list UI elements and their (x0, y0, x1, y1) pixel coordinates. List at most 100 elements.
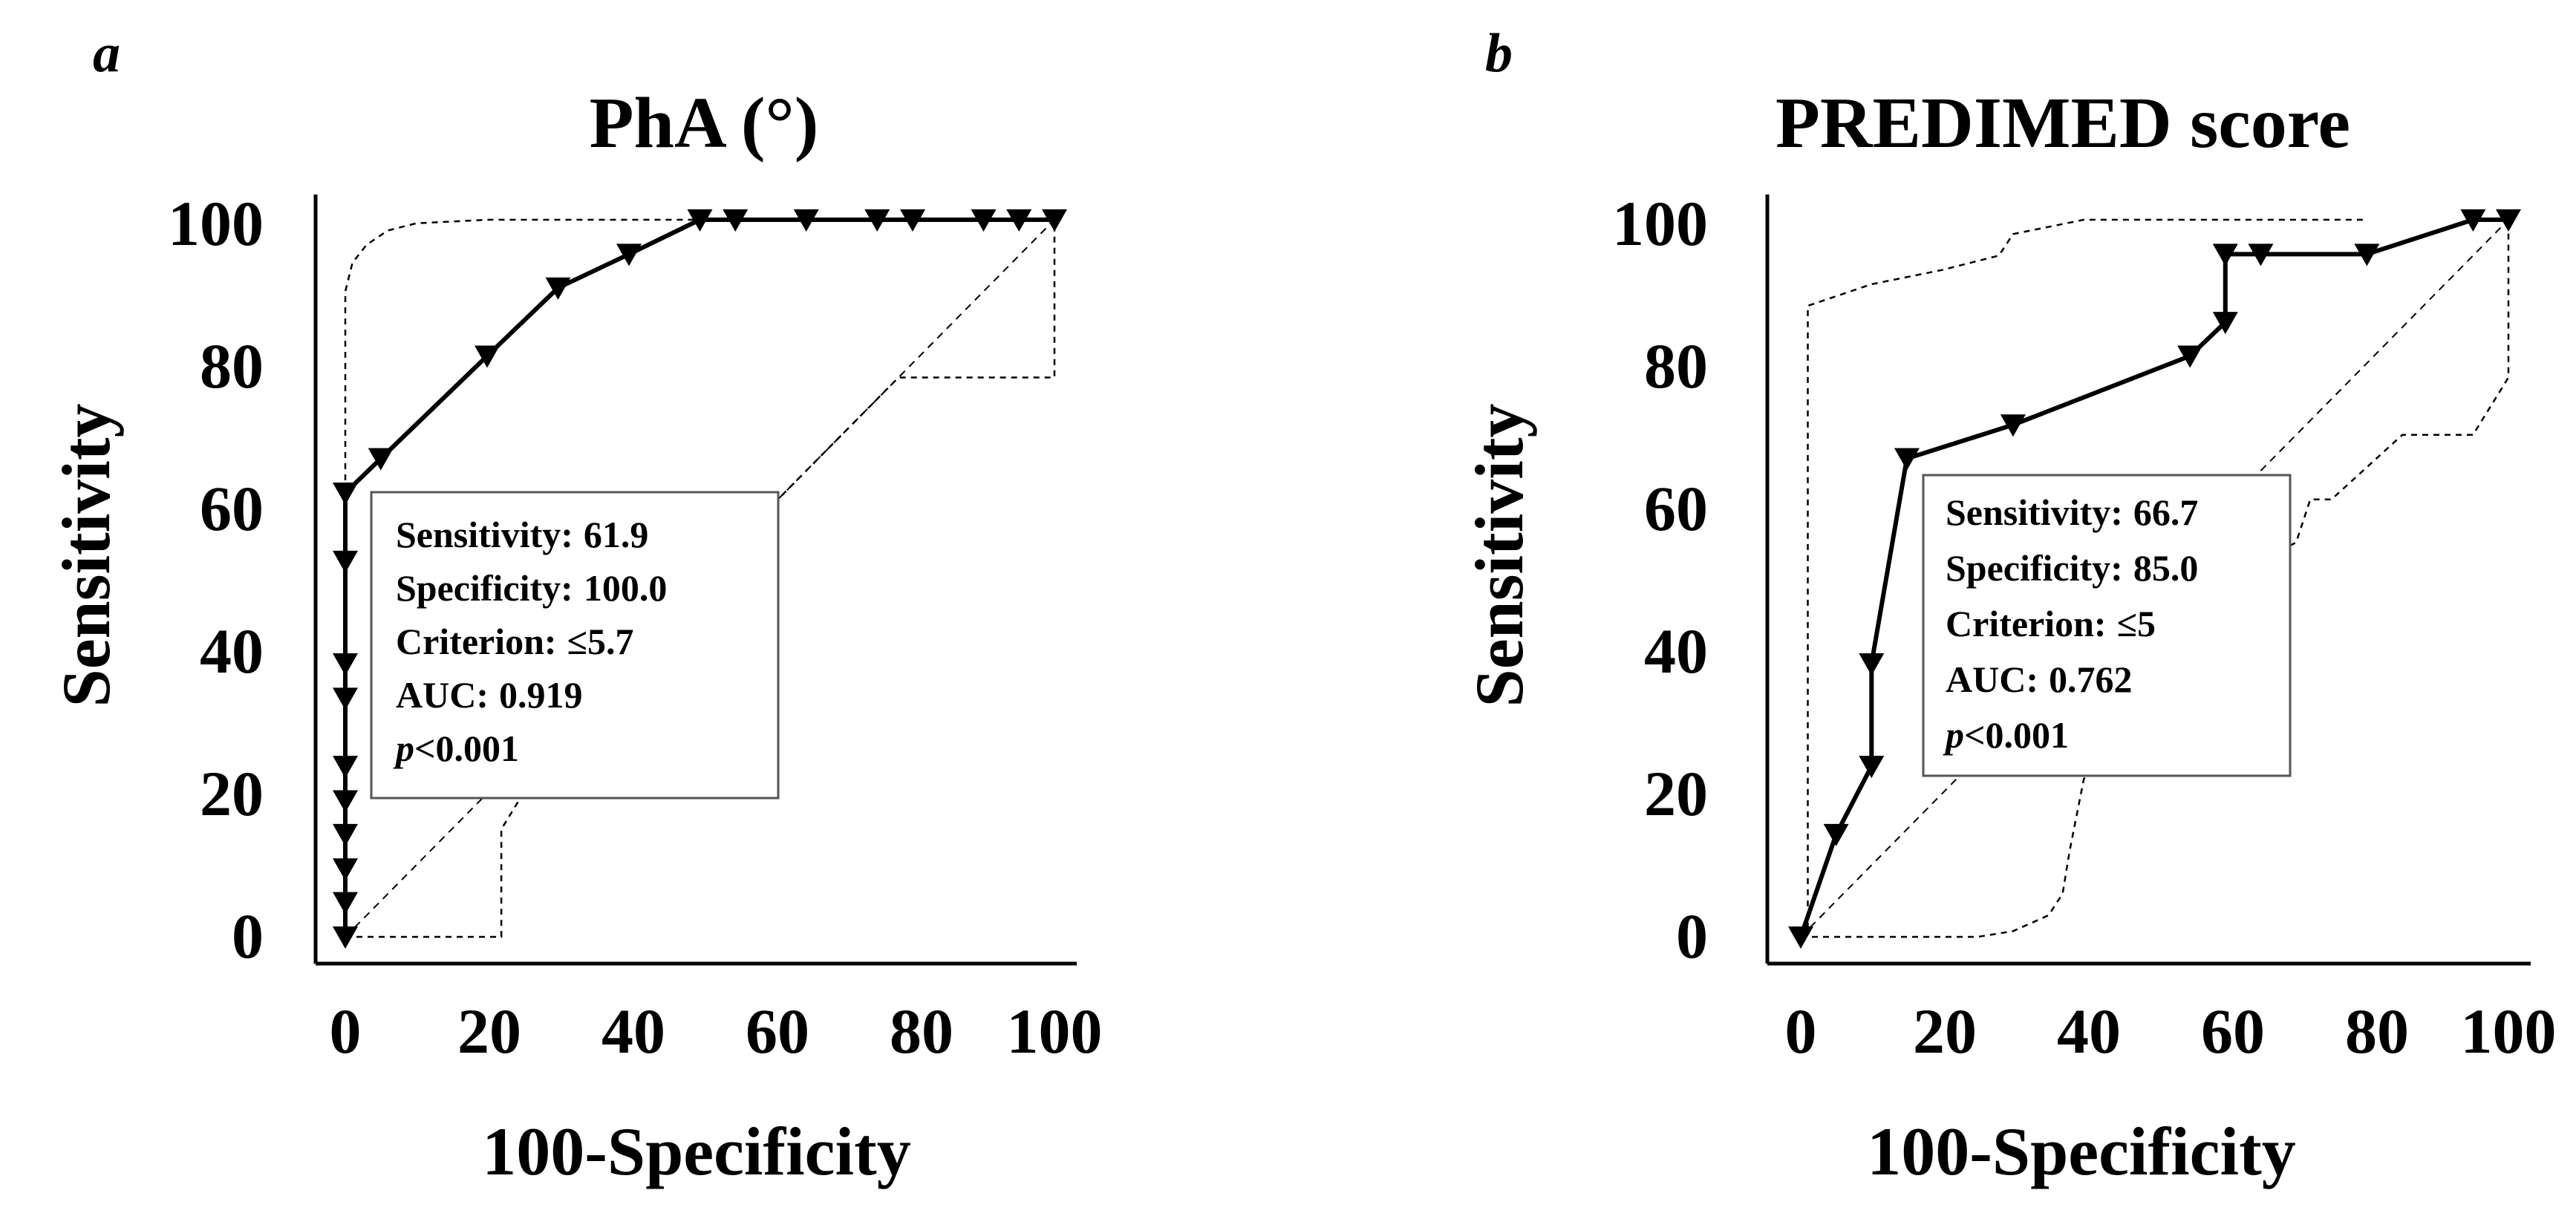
panel-a-roc-point (723, 209, 749, 232)
panel-b-ytick-60: 60 (1644, 473, 1708, 544)
panel-a-roc-point (333, 823, 358, 846)
panel-b-specificity: Specificity: 85.0 (1946, 547, 2198, 589)
panel-a-roc-point (333, 892, 358, 915)
panel-a-roc-point (616, 243, 642, 267)
panel-a-xtick-60: 60 (746, 996, 809, 1067)
panel-b-xtick-20: 20 (1913, 996, 1977, 1067)
panel-a-roc-point (333, 653, 358, 676)
panel-b-title: PREDIMED score (1776, 83, 2350, 163)
panel-a-xtick-20: 20 (457, 996, 521, 1067)
panel-b-roc-point (2354, 243, 2380, 267)
panel-b-stats-box: Sensitivity: 66.7 Specificity: 85.0 Criter… (1922, 474, 2292, 777)
panel-b-roc-point (2212, 312, 2238, 335)
panel-a-roc-point (1006, 209, 1032, 232)
panel-a-criterion: Criterion: ≤5.7 (396, 621, 634, 662)
panel-b-letter: b (1485, 23, 1513, 84)
panel-a-ylabel: Sensitivity (48, 404, 124, 707)
panel-a-roc-point (333, 550, 358, 573)
panel-b-auc-label: AUC: (1946, 658, 2038, 700)
panel-b-criterion: Criterion: ≤5 (1946, 603, 2156, 644)
panel-b-roc-point (2248, 243, 2274, 267)
panel-b-ci-lower (1801, 220, 2510, 938)
panel-b-roc-point (1859, 756, 1885, 779)
panel-b-roc-point (1894, 448, 1920, 471)
panel-b-roc-point (1788, 926, 1813, 949)
panel-b-xtick-60: 60 (2201, 996, 2265, 1067)
panel-a-xlabel: 100-Specificity (482, 1114, 910, 1189)
panel-a-criterion-label: Criterion: (396, 621, 557, 662)
panel-b-ytick-40: 40 (1644, 615, 1708, 687)
panel-b-auc-value: 0.762 (2049, 658, 2133, 700)
panel-a-ytick-20: 20 (200, 758, 264, 829)
panel-a-title: PhA (°) (590, 83, 819, 163)
panel-a-specificity-label: Specificity: (396, 567, 573, 609)
panel-b-sensitivity: Sensitivity: 66.7 (1946, 491, 2198, 533)
panel-b-auc: AUC: 0.762 (1946, 658, 2132, 700)
panel-a-roc-point (971, 209, 997, 232)
panel-b-roc-point (2177, 345, 2203, 368)
panel-a-p-value: <0.001 (414, 728, 519, 769)
panel-a-ci-upper (344, 218, 1054, 937)
panel-a-roc-point (545, 277, 571, 300)
panel-a-stats-box: Sensitivity: 61.9 Specificity: 100.0 Crite… (370, 491, 780, 800)
panel-a-roc-point (333, 756, 358, 779)
panel-b-xtick-100: 100 (2461, 996, 2557, 1067)
panel-b-xlabel: 100-Specificity (1867, 1114, 2295, 1189)
panel-b-ytick-0: 0 (1676, 900, 1708, 972)
panel-b-p-label: p (1943, 714, 1964, 756)
panel-b-ytick-80: 80 (1644, 330, 1708, 402)
panel-a-p-label: p (393, 728, 414, 769)
panel-a-plot-area (333, 209, 1067, 949)
panel-b-ylabel: Sensitivity (1461, 404, 1537, 707)
panel-b-specificity-label: Specificity: (1946, 547, 2123, 589)
panel-a-roc-point (333, 790, 358, 813)
panel-a-roc-point (864, 209, 890, 232)
panel-a-roc-point (368, 448, 394, 471)
panel-a-ytick-80: 80 (200, 330, 264, 402)
panel-b-roc-point (1859, 653, 1885, 676)
panel-a-roc-point (333, 483, 358, 506)
panel-b-roc-point (2460, 209, 2486, 232)
panel-a-ytick-40: 40 (200, 615, 264, 687)
panel-a-pvalue: p<0.001 (393, 728, 519, 769)
panel-b-ci-upper (1800, 218, 2367, 938)
panel-a-roc-point (333, 926, 358, 949)
panel-a-xtick-80: 80 (890, 996, 953, 1067)
panel-a-ytick-0: 0 (232, 900, 264, 972)
panel-b-stats-frame (1922, 474, 2292, 777)
panel-a-ytick-100: 100 (168, 188, 264, 259)
panel-b-xtick-0: 0 (1785, 996, 1817, 1067)
panel-a-auc-label: AUC: (396, 674, 489, 716)
panel-b-roc-point (2212, 243, 2238, 267)
panel-a-xtick-0: 0 (330, 996, 362, 1067)
panel-b-xtick-40: 40 (2057, 996, 2121, 1067)
panel-a-specificity-value: 100.0 (584, 567, 668, 609)
panel-a-roc-point (687, 209, 713, 232)
panel-a-letter: a (93, 23, 120, 84)
panel-b-xtick-80: 80 (2345, 996, 2409, 1067)
panel-a-auc: AUC: 0.919 (396, 674, 582, 716)
panel-b-p-value: <0.001 (1964, 714, 2069, 756)
panel-b-roc-point (2496, 209, 2521, 232)
panel-a-criterion-value: ≤5.7 (567, 621, 634, 662)
panel-a-roc-curve (343, 218, 1054, 937)
panel-b-criterion-value: ≤5 (2117, 603, 2156, 644)
panel-a-auc-value: 0.919 (499, 674, 583, 716)
panel-a-specificity: Specificity: 100.0 (396, 567, 667, 609)
panel-b: b PREDIMED score 100-Specificity Sensiti… (1461, 23, 2557, 1189)
panel-b-sensitivity-value: 66.7 (2133, 491, 2199, 533)
panel-b-x-ticks: 0 20 40 60 80 100 (1785, 996, 2557, 1067)
panel-b-plot-area (1788, 209, 2521, 949)
panel-a-sensitivity-value: 61.9 (584, 514, 649, 555)
panel-a-roc-point (793, 209, 819, 232)
panel-a-ytick-60: 60 (200, 473, 264, 544)
panel-a-y-ticks: 0 20 40 60 80 100 (168, 188, 264, 972)
panel-b-ytick-100: 100 (1612, 188, 1708, 259)
panel-b-y-ticks: 0 20 40 60 80 100 (1612, 188, 1708, 972)
panel-a-xtick-40: 40 (601, 996, 665, 1067)
panel-a-sensitivity-label: Sensitivity: (396, 514, 573, 555)
panel-a-stats-frame (370, 491, 780, 800)
panel-b-specificity-value: 85.0 (2133, 547, 2199, 589)
panel-a: a PhA (°) 100-Specificity Sensitivity 0 … (48, 23, 1103, 1189)
